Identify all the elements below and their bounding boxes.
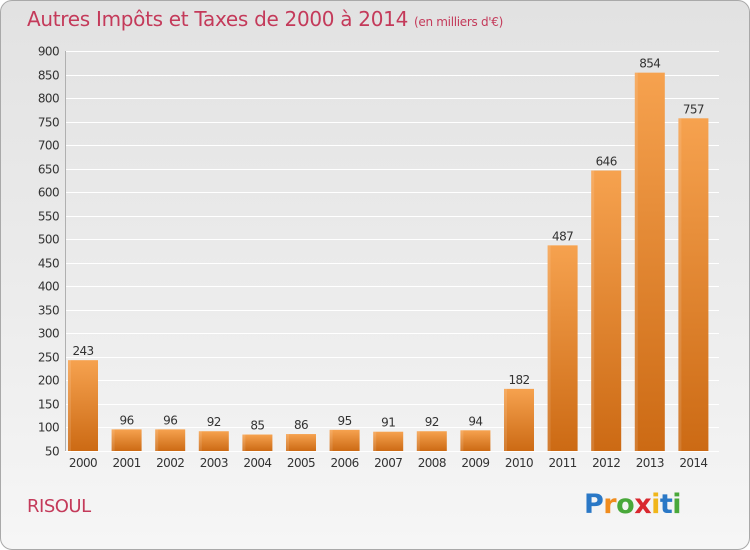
bar-highlight [155, 429, 159, 451]
y-tick-label: 700 [38, 139, 59, 153]
x-tick-label: 2011 [549, 456, 577, 470]
x-tick-label: 2006 [331, 456, 359, 470]
x-tick-label: 2014 [679, 456, 707, 470]
y-tick-label: 550 [38, 210, 59, 224]
bar-2005 [286, 434, 316, 451]
y-tick-label: 150 [38, 398, 59, 412]
bar-highlight [547, 245, 551, 451]
data-labels: 243 96 96 92 85 86 95 91 92 94 182 487 646 854 757 [72, 57, 704, 433]
logo-letter: r [603, 489, 617, 520]
y-tick-label: 650 [38, 163, 59, 177]
bar-highlight [198, 431, 202, 451]
data-label-2008: 92 [425, 415, 439, 429]
bar-2013 [634, 72, 665, 451]
bar-highlight [591, 170, 595, 451]
x-tick-label: 2004 [243, 456, 271, 470]
bar-highlight [416, 431, 420, 451]
bar-2001 [111, 429, 142, 451]
x-tick-label: 2005 [287, 456, 315, 470]
logo-letter: o [616, 489, 635, 520]
data-label-2009: 94 [468, 414, 482, 428]
data-label-2014: 757 [683, 102, 704, 116]
chart-title-unit: (en milliers d'€) [414, 15, 504, 29]
logo-letter: t [659, 489, 673, 520]
bar-2011 [547, 245, 578, 451]
x-tick-label: 2000 [69, 456, 97, 470]
y-tick-label: 750 [38, 116, 59, 130]
y-axis-tick-labels: 50 100 150 200 250 300 350 400 450 500 550 600 650 70… [38, 45, 60, 459]
data-label-2007: 91 [381, 416, 395, 430]
bar-highlight [678, 118, 682, 451]
x-tick-label: 2007 [374, 456, 402, 470]
bar-highlight [286, 434, 289, 451]
logo-letter: x [634, 489, 652, 520]
x-tick-label: 2003 [200, 456, 228, 470]
y-tick-label: 50 [45, 445, 59, 459]
y-tick-label: 400 [38, 280, 59, 294]
x-tick-label: 2008 [418, 456, 446, 470]
x-tick-label: 2002 [156, 456, 184, 470]
bar-2008 [416, 431, 447, 451]
logo-letter: i [651, 489, 660, 520]
y-tick-label: 850 [38, 69, 59, 83]
bar-2007 [373, 431, 404, 451]
bar-highlight [111, 429, 115, 451]
bar-highlight [242, 434, 246, 451]
bars [68, 72, 709, 451]
bar-2010 [504, 388, 534, 451]
y-tick-label: 200 [38, 374, 59, 388]
y-tick-label: 350 [38, 304, 59, 318]
data-label-2012: 646 [596, 155, 617, 169]
bar-2006 [329, 429, 360, 451]
bar-highlight [634, 72, 638, 451]
chart-title: Autres Impôts et Taxes de 2000 à 2014 (en… [27, 7, 503, 31]
bar-2000 [68, 360, 98, 451]
x-tick-label: 2012 [592, 456, 620, 470]
data-label-2013: 854 [639, 57, 660, 71]
x-tick-label: 2001 [113, 456, 141, 470]
data-label-2005: 86 [294, 418, 308, 432]
logo-letter: P [584, 489, 604, 520]
x-tick-label: 2010 [505, 456, 533, 470]
logo-letter: i [672, 489, 682, 520]
data-label-2003: 92 [207, 415, 221, 429]
y-tick-label: 450 [38, 257, 59, 271]
data-label-2004: 85 [250, 419, 264, 433]
bar-2014 [678, 118, 709, 451]
data-label-2002: 96 [163, 413, 177, 427]
x-tick-label: 2009 [461, 456, 489, 470]
data-label-2000: 243 [72, 344, 93, 358]
bar-highlight [68, 360, 71, 451]
data-label-2011: 487 [552, 229, 573, 243]
y-tick-label: 300 [38, 327, 59, 341]
x-tick-label: 2013 [636, 456, 664, 470]
data-label-2006: 95 [338, 414, 352, 428]
bar-highlight [504, 388, 507, 451]
data-label-2010: 182 [508, 373, 529, 387]
y-tick-label: 600 [38, 186, 59, 200]
bar-highlight [460, 430, 464, 451]
data-label-2001: 96 [120, 413, 134, 427]
bar-2012 [591, 170, 622, 451]
y-tick-label: 100 [38, 421, 59, 435]
y-tick-label: 500 [38, 233, 59, 247]
chart-title-text: Autres Impôts et Taxes de 2000 à 2014 [27, 7, 408, 31]
y-tick-label: 250 [38, 351, 59, 365]
bar-highlight [373, 431, 377, 451]
place-name: RISOUL [27, 496, 91, 517]
bar-2004 [242, 434, 273, 451]
y-tick-label: 800 [38, 92, 59, 106]
bar-2002 [155, 429, 186, 451]
bar-highlight [329, 429, 333, 451]
proxiti-logo: Proxiti [584, 489, 682, 520]
y-tick-label: 900 [38, 45, 59, 59]
x-axis-tick-labels: 2000 2001 2002 2003 2004 2005 2006 2007 2008 2009… [69, 456, 708, 470]
bar-2009 [460, 430, 491, 451]
bar-2003 [198, 431, 229, 451]
